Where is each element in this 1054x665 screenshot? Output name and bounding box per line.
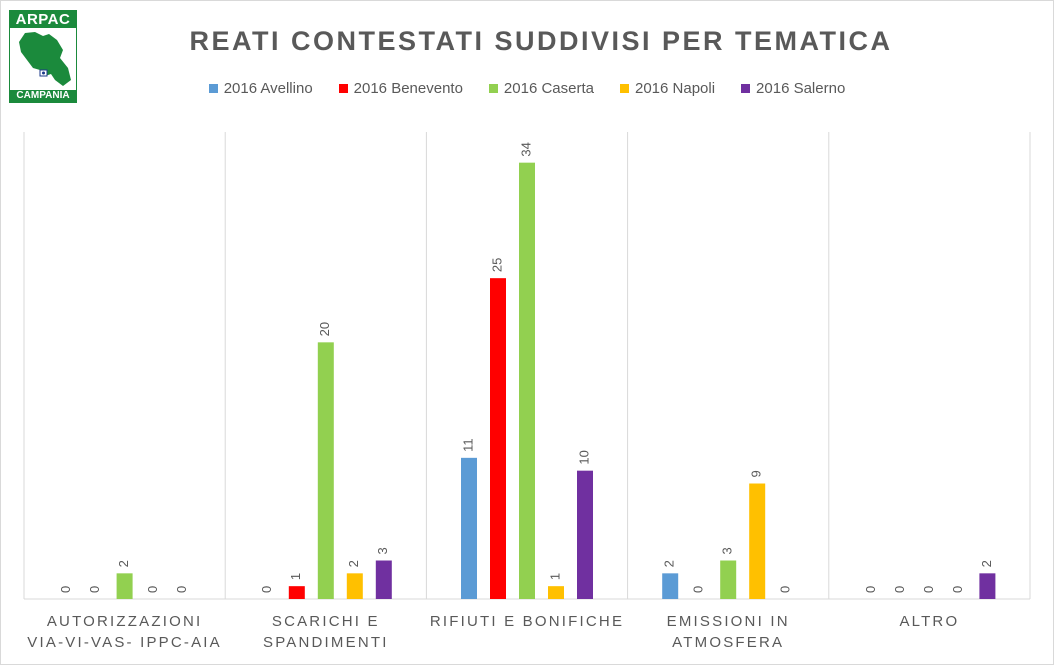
bar [346,573,363,599]
data-label: 0 [691,586,706,593]
bar [720,560,737,599]
logo-bottom-text: CAMPANIA [10,90,76,102]
legend-item: 2016 Benevento [338,80,463,97]
legend-swatch [488,84,498,93]
data-label: 2 [662,560,677,567]
logo-top-text: ARPAC [10,11,76,28]
bar [375,560,392,599]
chart-title: REATI CONTESTATI SUDDIVISI PER TEMATICA [189,26,893,56]
legend-item: 2016 Caserta [488,80,594,97]
data-label: 0 [145,586,160,593]
data-label: 10 [576,450,591,464]
category-label: RIFIUTI E BONIFICHE [430,613,624,630]
data-label: 0 [174,586,189,593]
bar [577,470,593,599]
bar [979,573,996,599]
bar [662,573,679,599]
bar [749,483,766,599]
legend-swatch [741,84,751,93]
legend-label: 2016 Napoli [634,80,716,97]
legend-label: 2016 Salerno [756,80,846,97]
data-label: 20 [317,322,332,336]
data-label: 2 [116,560,131,567]
bar [490,278,506,599]
legend-item: 2016 Napoli [619,80,716,97]
data-label: 11 [460,438,475,452]
chart-legend: 2016 Avellino 2016 Benevento 2016 Caserta 2… [0,80,1054,97]
data-label: 0 [921,586,936,593]
arpac-logo: ARPAC CAMPANIA [9,10,77,103]
category-label: EMISSIONI IN [667,613,790,630]
category-label: ATMOSFERA [672,634,784,651]
legend-item: 2016 Avellino [208,80,313,97]
bar [288,586,305,599]
data-label: 1 [547,573,562,580]
data-label: 0 [892,586,907,593]
data-label: 1 [288,573,303,580]
data-label: 0 [58,586,73,593]
legend-swatch [208,84,218,93]
category-label: SPANDIMENTI [263,634,389,651]
category-label: ALTRO [899,613,959,630]
legend-swatch [619,84,629,93]
legend-label: 2016 Avellino [223,80,313,97]
legend-item: 2016 Salerno [741,80,845,97]
bar [519,162,535,599]
category-label: SCARICHI E [272,613,380,630]
bar [317,342,334,599]
bar [461,457,477,599]
data-label: 0 [950,586,965,593]
category-label: VIA-VI-VAS- IPPC-AIA [27,634,222,651]
data-label: 25 [489,258,504,272]
bar [116,573,133,599]
data-label: 0 [87,586,102,593]
legend-label: 2016 Caserta [503,80,594,97]
data-label: 0 [259,586,274,593]
legend-swatch [338,84,348,93]
data-label: 9 [749,470,764,477]
bar [548,586,564,599]
data-label: 2 [346,560,361,567]
data-label: 0 [778,586,793,593]
category-label: AUTORIZZAZIONI [47,613,203,630]
legend-label: 2016 Benevento [353,80,463,97]
data-label: 34 [518,142,533,156]
data-label: 3 [375,547,390,554]
data-label: 3 [720,547,735,554]
data-label: 2 [979,560,994,567]
data-label: 0 [863,586,878,593]
campania-map-icon [19,32,71,86]
